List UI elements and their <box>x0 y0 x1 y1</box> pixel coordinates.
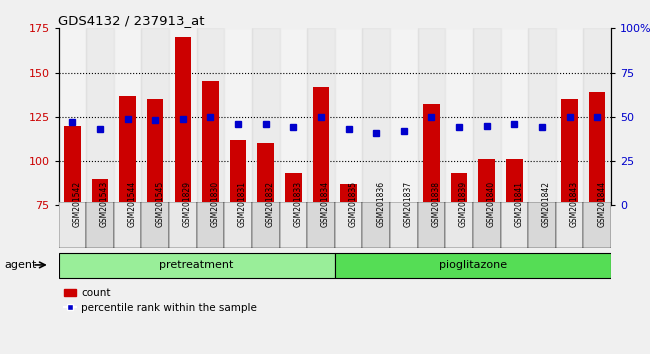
Text: GSM201543: GSM201543 <box>100 181 109 227</box>
Text: pioglitazone: pioglitazone <box>439 260 507 270</box>
Bar <box>445 28 473 205</box>
Bar <box>92 179 108 205</box>
Text: GDS4132 / 237913_at: GDS4132 / 237913_at <box>58 14 205 27</box>
Bar <box>423 104 439 205</box>
Bar <box>58 28 86 205</box>
Bar <box>174 37 191 205</box>
Text: GSM201838: GSM201838 <box>432 181 441 227</box>
Bar <box>169 202 196 248</box>
Bar <box>556 28 584 205</box>
Bar <box>58 202 86 248</box>
Text: GSM201832: GSM201832 <box>266 181 275 227</box>
Bar <box>252 202 280 248</box>
Bar <box>335 253 611 278</box>
Text: GSM201836: GSM201836 <box>376 181 385 227</box>
Text: GSM201545: GSM201545 <box>155 181 164 227</box>
Bar <box>589 92 606 205</box>
Bar <box>341 184 357 205</box>
Text: GSM201830: GSM201830 <box>211 181 220 227</box>
Bar <box>561 99 578 205</box>
Bar <box>506 159 523 205</box>
Text: GSM201542: GSM201542 <box>72 181 81 227</box>
Text: GSM201835: GSM201835 <box>348 181 358 227</box>
Bar <box>368 204 384 205</box>
Bar <box>313 87 329 205</box>
Bar <box>473 202 500 248</box>
Bar <box>363 28 390 205</box>
Bar <box>120 96 136 205</box>
Bar <box>556 202 584 248</box>
Bar <box>500 28 528 205</box>
Bar <box>307 28 335 205</box>
Bar <box>534 204 550 205</box>
Text: GSM201837: GSM201837 <box>404 181 413 227</box>
Text: agent: agent <box>5 260 37 270</box>
Bar <box>528 202 556 248</box>
Bar <box>86 202 114 248</box>
Bar <box>500 202 528 248</box>
Text: GSM201834: GSM201834 <box>321 181 330 227</box>
Bar <box>285 173 302 205</box>
Bar <box>335 28 363 205</box>
Bar <box>224 28 252 205</box>
Bar <box>142 202 169 248</box>
Bar <box>202 81 218 205</box>
Text: GSM201842: GSM201842 <box>542 181 551 227</box>
Bar <box>584 28 611 205</box>
Bar <box>64 126 81 205</box>
Bar <box>169 28 196 205</box>
Text: GSM201840: GSM201840 <box>487 181 496 227</box>
Bar <box>390 202 417 248</box>
Bar <box>196 28 224 205</box>
Bar <box>58 253 335 278</box>
Bar <box>280 202 307 248</box>
Bar <box>147 99 164 205</box>
Bar <box>445 202 473 248</box>
Bar <box>224 202 252 248</box>
Text: GSM201833: GSM201833 <box>293 181 302 227</box>
Bar <box>390 28 417 205</box>
Text: GSM201544: GSM201544 <box>127 181 136 227</box>
Bar <box>363 202 390 248</box>
Bar <box>528 28 556 205</box>
Text: GSM201839: GSM201839 <box>459 181 468 227</box>
Bar <box>114 28 142 205</box>
Text: GSM201844: GSM201844 <box>597 181 606 227</box>
Bar <box>252 28 280 205</box>
Bar <box>584 202 611 248</box>
Legend: count, percentile rank within the sample: count, percentile rank within the sample <box>64 289 257 313</box>
Bar <box>257 143 274 205</box>
Bar <box>417 202 445 248</box>
Bar <box>478 159 495 205</box>
Bar <box>335 202 363 248</box>
Text: pretreatment: pretreatment <box>159 260 234 270</box>
Bar <box>307 202 335 248</box>
Bar <box>230 140 246 205</box>
Text: GSM201841: GSM201841 <box>514 181 523 227</box>
Bar <box>114 202 142 248</box>
Bar <box>196 202 224 248</box>
Text: GSM201831: GSM201831 <box>238 181 247 227</box>
Bar <box>86 28 114 205</box>
Text: GSM201829: GSM201829 <box>183 181 192 227</box>
Bar <box>473 28 500 205</box>
Bar <box>280 28 307 205</box>
Bar <box>142 28 169 205</box>
Bar <box>451 173 467 205</box>
Bar <box>395 204 412 205</box>
Bar <box>417 28 445 205</box>
Text: GSM201843: GSM201843 <box>569 181 578 227</box>
